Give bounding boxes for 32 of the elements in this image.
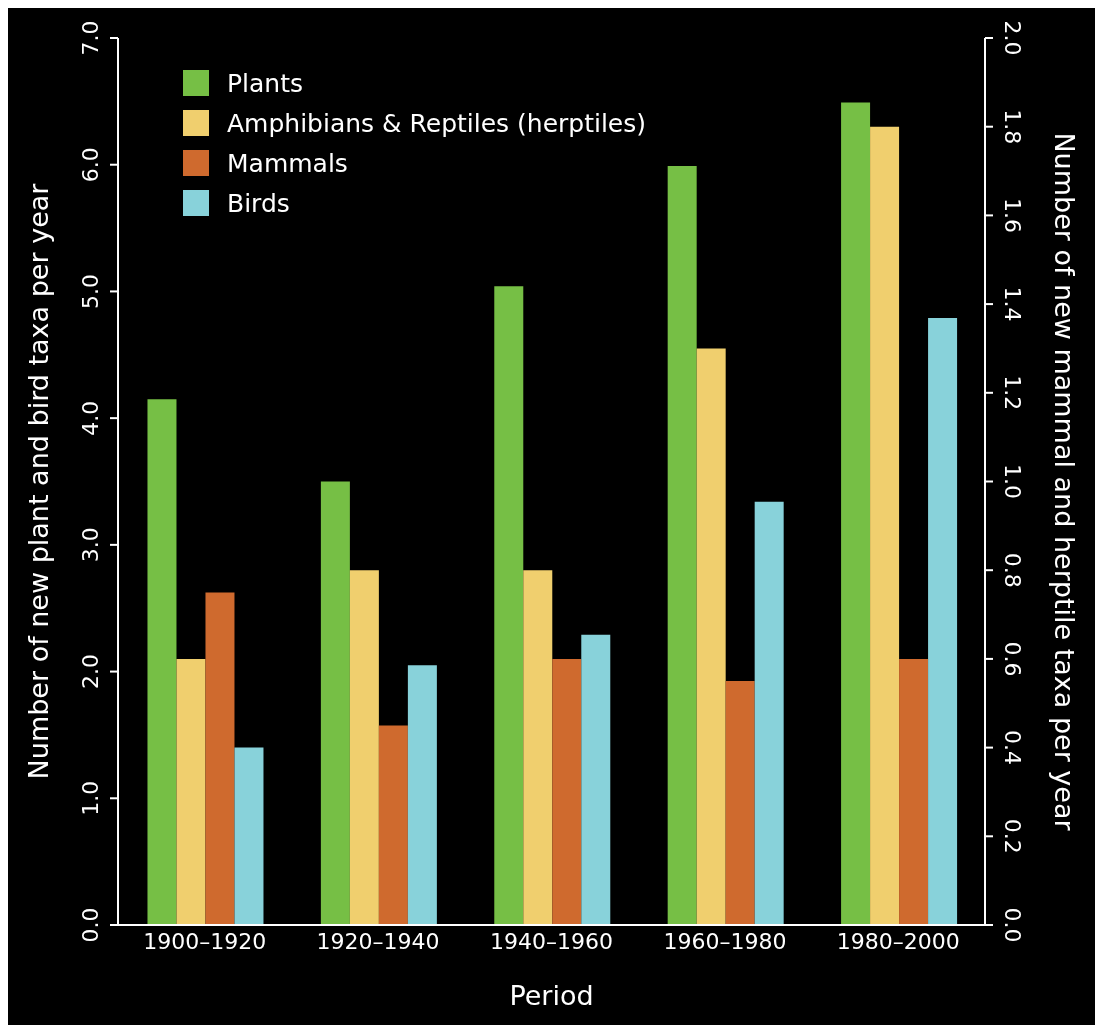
y2-tick-label: 0.2: [1000, 818, 1025, 854]
y2-tick-label: 1.2: [1000, 375, 1025, 411]
y-tick-label: 0.0: [78, 907, 103, 943]
legend-label: Birds: [227, 188, 290, 218]
x-tick-label: 1900–1920: [143, 928, 267, 954]
x-tick-label: 1920–1940: [316, 928, 440, 954]
y-tick-label: 4.0: [78, 400, 103, 436]
y2-tick-label: 1.8: [1000, 109, 1025, 145]
bar: [928, 318, 958, 925]
x-axis-title: Period: [509, 980, 594, 1011]
y2-tick-label: 0.0: [1000, 907, 1025, 943]
x-tick-label: 1980–2000: [836, 928, 960, 954]
legend-label: Mammals: [227, 148, 348, 178]
y2-tick-label: 0.4: [1000, 730, 1025, 766]
x-tick-label: 1960–1980: [663, 928, 787, 954]
y-tick-label: 2.0: [78, 654, 103, 690]
y2-tick-label: 0.6: [1000, 641, 1025, 677]
y2-tick-label: 1.6: [1000, 197, 1025, 233]
y-tick-label: 3.0: [78, 527, 103, 563]
legend-label: Plants: [227, 68, 304, 98]
x-tick-label: 1940–1960: [490, 928, 613, 954]
y2-tick-label: 1.0: [1000, 464, 1025, 499]
y-tick-label: 5.0: [78, 273, 103, 309]
legend-label: Amphibians & Reptiles (herptiles): [227, 108, 647, 138]
y2-tick-label: 0.8: [1000, 552, 1025, 588]
y2-tick-label: 1.4: [1000, 286, 1025, 322]
y-tick-label: 6.0: [78, 147, 103, 183]
y2-axis-title: Number of new mammal and herptile taxa per year: [1049, 132, 1081, 832]
y-tick-label: 1.0: [78, 780, 103, 816]
y-axis-title: Number of new plant and bird taxa per year: [22, 182, 54, 780]
y2-tick-label: 2.0: [1000, 20, 1025, 56]
y-tick-label: 7.0: [78, 20, 103, 56]
